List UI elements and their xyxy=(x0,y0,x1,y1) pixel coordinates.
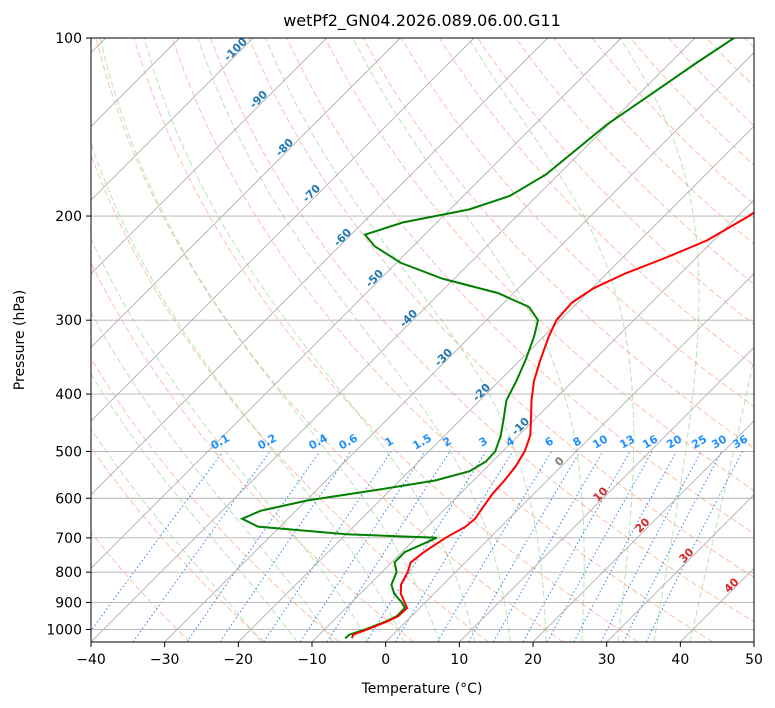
moist-adiabat xyxy=(91,237,370,642)
moist-adiabat xyxy=(91,427,262,642)
mixing-ratio-line xyxy=(326,451,451,642)
moist-adiabat xyxy=(197,38,511,642)
isotherm-line xyxy=(238,125,754,642)
plot-frame xyxy=(90,37,755,643)
mixing-ratio-line xyxy=(219,451,352,642)
isotherm-line xyxy=(385,273,754,642)
isotherm-line xyxy=(606,494,754,642)
moist-adiabat xyxy=(143,38,476,642)
y-tick-label: 100 xyxy=(55,31,82,47)
isotherm-line xyxy=(532,420,754,642)
temperature-line xyxy=(350,211,754,639)
x-tick-label: 20 xyxy=(524,652,542,668)
moist-adiabat xyxy=(99,38,440,642)
x-tick-label: 10 xyxy=(450,652,468,668)
moist-adiabat xyxy=(91,373,298,642)
moist-adiabat xyxy=(352,38,585,642)
y-tick-label: 600 xyxy=(55,491,82,507)
y-axis: 100 200 300 400 500 600 700 800 900 1000 xyxy=(46,31,91,638)
dewpoint-line xyxy=(239,38,735,640)
moist-adiabat xyxy=(265,38,547,642)
y-tick-label: 800 xyxy=(55,565,82,581)
profiles xyxy=(239,38,754,640)
mixing-ratio-line xyxy=(186,451,321,642)
dry-adiabat xyxy=(210,38,754,623)
isotherm-line xyxy=(91,38,254,201)
x-tick-label: −10 xyxy=(297,652,327,668)
dry-adiabat xyxy=(515,38,754,285)
isotherm-line xyxy=(91,38,696,642)
x-tick-label: 30 xyxy=(598,652,616,668)
isotherm-line xyxy=(91,38,475,422)
y-axis-label: Pressure (hPa) xyxy=(12,290,28,390)
isotherm-line xyxy=(459,346,754,642)
x-tick-label: −40 xyxy=(76,652,106,668)
mixing-ratio-line xyxy=(522,451,631,642)
mixing-ratio-line xyxy=(299,451,426,642)
dry-adiabat xyxy=(400,38,754,408)
y-tick-label: 500 xyxy=(55,444,82,460)
mixing-ratio-line xyxy=(573,451,677,642)
y-tick-label: 1000 xyxy=(46,622,82,638)
dry-adiabat xyxy=(95,38,564,642)
y-tick-label: 400 xyxy=(55,387,82,403)
mixing-ratio-line xyxy=(263,451,392,642)
isotherm-line xyxy=(91,38,401,348)
y-tick-label: 700 xyxy=(55,531,82,547)
dry-adiabat xyxy=(438,38,754,366)
dry-adiabat xyxy=(91,357,340,642)
x-tick-label: 50 xyxy=(745,652,763,668)
mixing-ratio-line xyxy=(546,451,653,642)
dry-adiabat xyxy=(91,153,489,642)
moist-adiabat xyxy=(689,356,754,642)
x-axis: −40 −30 −20 −10 0 10 20 30 40 50 xyxy=(76,642,763,668)
y-tick-label: 300 xyxy=(55,313,82,329)
isotherm-line xyxy=(91,38,548,496)
y-tick-label: 200 xyxy=(55,209,82,225)
isotherm-line xyxy=(311,199,754,642)
mixing-ratio-line xyxy=(645,451,743,642)
x-tick-label: −30 xyxy=(150,652,180,668)
isotherm-line xyxy=(91,38,622,569)
x-tick-label: 40 xyxy=(671,652,689,668)
mixing-ratio-line xyxy=(394,451,514,642)
dry-adiabat xyxy=(91,531,191,642)
isotherm-line xyxy=(164,52,754,642)
isotherm-line xyxy=(91,38,327,275)
y-tick-label: 900 xyxy=(55,595,82,611)
x-axis-label: Temperature (°C) xyxy=(361,681,483,697)
chart-title: wetPf2_GN04.2026.089.06.00.G11 xyxy=(283,11,561,31)
dry-adiabat xyxy=(248,38,754,578)
mixing-ratio-line xyxy=(622,451,723,642)
moist-adiabat xyxy=(619,38,700,642)
mixing-ratio-line xyxy=(91,451,224,632)
moist-adiabat xyxy=(91,141,405,642)
x-tick-label: 0 xyxy=(381,652,390,668)
dry-adiabat xyxy=(133,38,639,642)
x-tick-label: −20 xyxy=(224,652,254,668)
dry-adiabat xyxy=(91,446,265,642)
